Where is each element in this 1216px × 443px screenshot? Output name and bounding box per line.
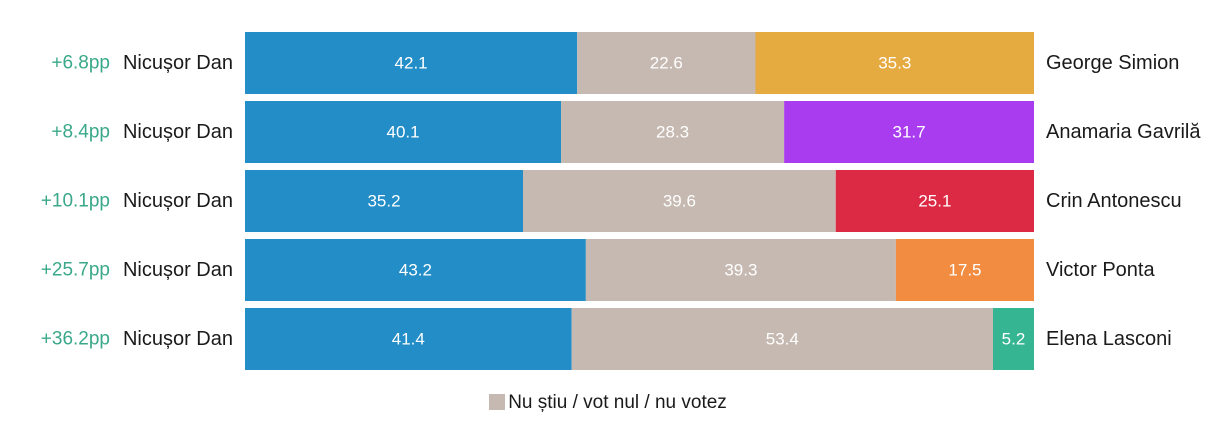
right-candidate-label: Crin Antonescu bbox=[1046, 190, 1182, 212]
left-candidate-label: Nicușor Dan bbox=[123, 52, 233, 74]
left-candidate-label: Nicușor Dan bbox=[123, 190, 233, 212]
legend-label: Nu știu / vot nul / nu votez bbox=[508, 392, 727, 413]
value-label: 31.7 bbox=[893, 123, 926, 142]
opponent-segment bbox=[784, 101, 1034, 163]
value-label: 17.5 bbox=[948, 261, 981, 280]
opponent-segment bbox=[895, 239, 1034, 301]
opponent-segment bbox=[755, 32, 1034, 94]
undecided-segment bbox=[585, 239, 896, 301]
value-label: 40.1 bbox=[386, 123, 419, 142]
opponent-segment bbox=[835, 170, 1034, 232]
value-label: 42.1 bbox=[395, 54, 428, 73]
undecided-segment bbox=[571, 308, 993, 370]
right-candidate-label: Victor Ponta bbox=[1046, 259, 1155, 281]
value-label: 43.2 bbox=[399, 261, 432, 280]
undecided-segment bbox=[577, 32, 756, 94]
right-candidate-label: Anamaria Gavrilă bbox=[1046, 121, 1201, 143]
value-label: 25.1 bbox=[918, 192, 951, 211]
opponent-segment bbox=[992, 308, 1034, 370]
legend-swatch bbox=[489, 394, 506, 410]
value-label: 53.4 bbox=[766, 330, 799, 349]
value-label: 35.2 bbox=[367, 192, 400, 211]
margin-label: +10.1pp bbox=[41, 191, 110, 212]
value-label: 39.3 bbox=[724, 261, 757, 280]
right-candidate-label: Elena Lasconi bbox=[1046, 328, 1172, 350]
margin-label: +36.2pp bbox=[41, 329, 110, 350]
value-label: 5.2 bbox=[1002, 330, 1026, 349]
legend: Nu știu / vot nul / nu votez bbox=[0, 392, 1216, 414]
margin-label: +25.7pp bbox=[41, 260, 110, 281]
margin-label: +6.8pp bbox=[51, 53, 110, 74]
left-candidate-label: Nicușor Dan bbox=[123, 121, 233, 143]
margin-label: +8.4pp bbox=[51, 122, 110, 143]
nicusor-dan-segment bbox=[245, 170, 524, 232]
value-label: 41.4 bbox=[392, 330, 425, 349]
nicusor-dan-segment bbox=[245, 239, 586, 301]
value-label: 35.3 bbox=[878, 54, 911, 73]
value-label: 39.6 bbox=[663, 192, 696, 211]
left-candidate-label: Nicușor Dan bbox=[123, 328, 233, 350]
right-candidate-label: George Simion bbox=[1046, 52, 1179, 74]
nicusor-dan-segment bbox=[245, 308, 572, 370]
undecided-segment bbox=[523, 170, 836, 232]
nicusor-dan-segment bbox=[245, 101, 562, 163]
undecided-segment bbox=[561, 101, 785, 163]
value-label: 22.6 bbox=[650, 54, 683, 73]
value-label: 28.3 bbox=[656, 123, 689, 142]
left-candidate-label: Nicușor Dan bbox=[123, 259, 233, 281]
nicusor-dan-segment bbox=[245, 32, 578, 94]
